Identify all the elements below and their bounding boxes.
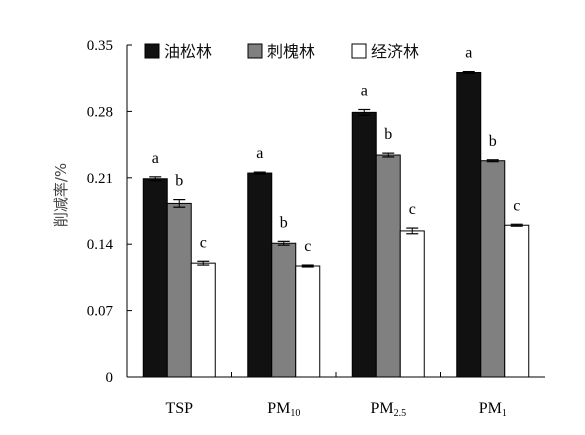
significance-letter: c (409, 201, 416, 218)
y-tick-label: 0.14 (87, 237, 114, 253)
legend-label: 油松林 (164, 42, 212, 61)
x-tick-label: PM10 (267, 400, 300, 419)
x-tick-label-subscript: 2.5 (394, 408, 407, 419)
y-tick-label: 0.35 (87, 38, 113, 54)
y-tick-label: 0 (106, 370, 114, 386)
y-ticks: 0 0.07 0.14 0.21 0.28 0.35 (87, 38, 132, 386)
y-tick-label: 0.07 (87, 304, 114, 320)
significance-letter: b (489, 133, 497, 150)
chart-bars (142, 72, 530, 378)
significance-letter: c (200, 234, 207, 251)
legend-label: 经济林 (371, 42, 419, 61)
x-ticks: TSP PM10 PM2.5 PM1 (165, 372, 507, 419)
significance-letter: c (304, 238, 311, 255)
bar-1 (351, 111, 377, 378)
x-tick-label-base: PM (370, 400, 393, 417)
bar-3 (190, 262, 216, 378)
x-tick-label-subscript: 10 (290, 408, 300, 419)
legend-swatch (247, 43, 263, 59)
x-tick-label-base: PM (267, 400, 290, 417)
significance-letter: a (256, 145, 263, 162)
bar-3 (399, 230, 425, 378)
x-tick-label-subscript: 1 (502, 408, 507, 419)
bar-3 (295, 265, 321, 378)
significance-letter: b (384, 126, 392, 143)
x-tick-label-base: TSP (165, 400, 193, 417)
y-tick-label: 0.21 (87, 171, 113, 187)
legend-label: 刺槐林 (267, 42, 315, 61)
legend-swatch (144, 43, 160, 59)
bar-1 (456, 72, 482, 378)
bar-2 (166, 202, 192, 378)
bar-3 (504, 224, 530, 378)
bar-1 (247, 172, 273, 378)
significance-letter: a (152, 150, 159, 167)
significance-letter: c (513, 197, 520, 214)
x-tick-label: TSP (165, 400, 193, 417)
x-tick-label-base: PM (479, 400, 502, 417)
bar-2 (271, 242, 297, 378)
legend-swatch (351, 43, 367, 59)
error-bars (149, 70, 523, 268)
bar-2 (375, 154, 401, 378)
x-tick-label: PM1 (479, 400, 507, 419)
y-axis-label: 削减率/% (52, 163, 70, 227)
chart-legend: 油松林 刺槐林 经济林 (144, 42, 419, 61)
significance-letter: a (465, 45, 472, 62)
significance-letter: b (280, 214, 288, 231)
bar-1 (142, 178, 168, 378)
bar-2 (480, 160, 506, 378)
y-tick-label: 0.28 (87, 104, 113, 120)
significance-letter: a (361, 83, 368, 100)
x-tick-label: PM2.5 (370, 400, 406, 419)
significance-letter: b (175, 173, 183, 190)
